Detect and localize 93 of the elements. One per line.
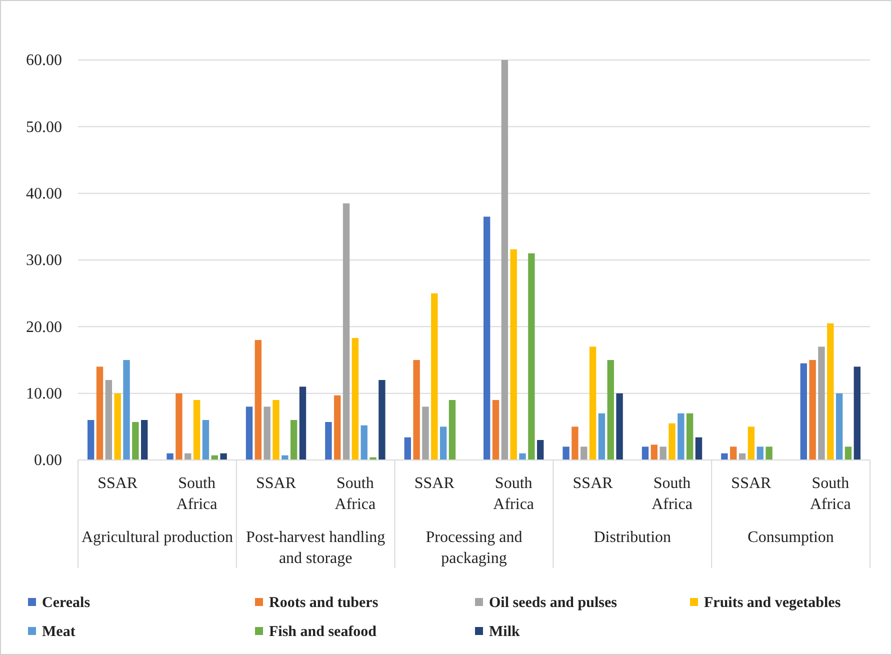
- bar: [686, 413, 694, 460]
- bar: [510, 249, 517, 460]
- bar: [501, 60, 508, 460]
- bar: [766, 446, 772, 460]
- bar: [572, 426, 578, 460]
- bar: [202, 420, 210, 460]
- bar: [695, 437, 702, 460]
- bar: [299, 386, 306, 460]
- bar: [668, 423, 676, 460]
- bar: [378, 380, 386, 460]
- x-tick-label: South Africa: [176, 475, 218, 513]
- y-tick-label: 50.00: [26, 118, 62, 136]
- bar: [448, 400, 456, 460]
- bar: [598, 413, 606, 460]
- bar: [660, 446, 666, 460]
- bar: [166, 453, 174, 460]
- bar: [123, 360, 130, 460]
- bar: [616, 393, 623, 460]
- bar: [721, 453, 728, 460]
- bar: [422, 406, 429, 460]
- legend-label: Fruits and vegetables: [704, 595, 841, 611]
- bar: [519, 453, 526, 460]
- bar: [413, 360, 420, 460]
- bar: [650, 444, 658, 460]
- bar: [836, 393, 843, 460]
- bar: [756, 446, 764, 460]
- bar: [264, 406, 270, 460]
- bar: [678, 413, 684, 460]
- x-tick-label: South Africa: [652, 475, 692, 513]
- bar: [537, 440, 544, 460]
- bar: [844, 446, 852, 460]
- bar: [193, 400, 200, 460]
- y-tick-label: 0.00: [34, 452, 62, 470]
- bar: [854, 366, 860, 460]
- legend-label: Roots and tubers: [269, 595, 378, 611]
- bar: [431, 293, 438, 460]
- bar: [96, 366, 104, 460]
- x-tick-label: South Africa: [334, 475, 376, 513]
- x-tick-label: South Africa: [810, 475, 851, 513]
- y-tick-label: 20.00: [26, 318, 62, 336]
- y-tick-label: 30.00: [26, 252, 62, 270]
- bar: [642, 446, 649, 460]
- bar: [254, 340, 262, 460]
- legend-label: Cereals: [42, 595, 90, 611]
- bar: [352, 338, 359, 460]
- x-tick-label: SSAR: [256, 475, 296, 492]
- bar: [360, 425, 368, 460]
- bar: [132, 422, 139, 460]
- text: Post-harvest handling and storage: [246, 529, 386, 567]
- bar: [492, 400, 500, 460]
- bar: [114, 393, 121, 460]
- bar: [748, 426, 755, 460]
- legend-label: Milk: [489, 624, 520, 640]
- bar: [818, 346, 825, 460]
- bar: [607, 360, 614, 460]
- bar: [290, 420, 298, 460]
- x-tick-label: SSAR: [572, 475, 614, 492]
- bar: [334, 395, 341, 460]
- bar: [272, 400, 280, 460]
- bar: [176, 393, 182, 460]
- bar: [246, 406, 253, 460]
- text: Consumption: [748, 529, 834, 546]
- bar: [141, 420, 148, 460]
- bar: [562, 446, 570, 460]
- y-tick-label: 60.00: [26, 52, 62, 70]
- bar: [440, 426, 447, 460]
- bar: [325, 422, 332, 460]
- x-tick-label: SSAR: [731, 475, 772, 492]
- bar: [342, 203, 350, 460]
- bar: [484, 216, 490, 460]
- text: Agricultural production: [81, 529, 233, 546]
- x-tick-label: SSAR: [98, 475, 138, 492]
- x-tick-label: SSAR: [414, 475, 455, 492]
- legend-label: Fish and seafood: [269, 624, 378, 640]
- legend-label: Meat: [42, 624, 76, 640]
- text: Processing and packaging: [426, 529, 522, 567]
- bar: [800, 363, 807, 460]
- bar: [809, 360, 816, 460]
- bar: [220, 453, 227, 460]
- x-tick-label: South Africa: [493, 475, 534, 513]
- bar: [730, 446, 737, 460]
- bar: [282, 455, 288, 460]
- bar: [589, 346, 596, 460]
- bar: [404, 437, 411, 460]
- bar: [105, 380, 112, 460]
- y-tick-label: 40.00: [26, 185, 62, 202]
- bar: [88, 420, 94, 460]
- y-tick-label: 10.00: [26, 385, 62, 402]
- bar: [827, 323, 834, 460]
- bar: [580, 446, 588, 460]
- text: Distribution: [594, 529, 672, 546]
- legend-label: Oil seeds and pulses: [489, 595, 618, 611]
- bar: [528, 253, 535, 460]
